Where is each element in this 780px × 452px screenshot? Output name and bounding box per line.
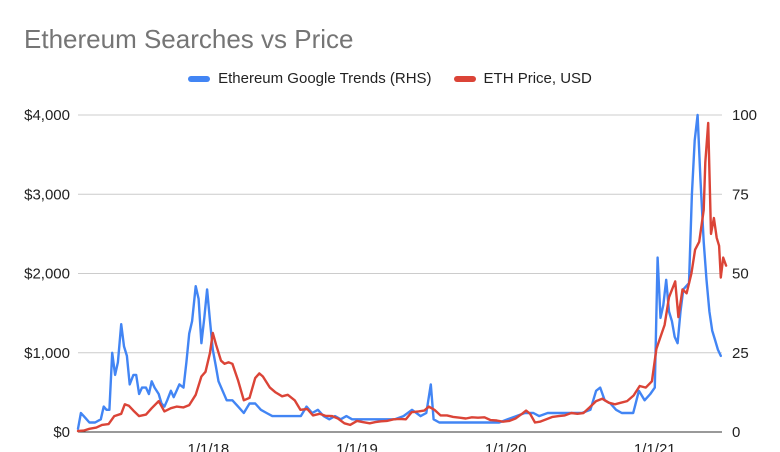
y-left-tick-label: $4,000: [24, 107, 70, 124]
y-right-tick-label: 50: [732, 266, 749, 283]
y-left-tick-label: $0: [53, 424, 70, 441]
y-right-tick-label: 75: [732, 186, 749, 203]
y-right-tick-label: 25: [732, 345, 749, 362]
series-line-price: [76, 121, 728, 433]
x-tick-label: 1/1/20: [485, 441, 527, 452]
y-right-tick-label: 100: [732, 107, 757, 124]
y-left-tick-label: $3,000: [24, 186, 70, 203]
legend-swatch-price: [453, 75, 476, 82]
y-left-tick-label: $1,000: [24, 345, 70, 362]
legend-swatch-trends: [188, 75, 211, 82]
y-right-tick-label: 0: [732, 424, 740, 441]
series-line-trends: [76, 113, 722, 430]
chart-legend: Ethereum Google Trends (RHS) ETH Price, …: [0, 70, 780, 87]
chart-title: Ethereum Searches vs Price: [24, 24, 354, 54]
x-tick-label: 1/1/18: [187, 441, 229, 452]
legend-label-trends: Ethereum Google Trends (RHS): [218, 70, 432, 87]
y-left-tick-label: $2,000: [24, 266, 70, 283]
legend-item-trends[interactable]: Ethereum Google Trends (RHS): [188, 70, 432, 87]
legend-item-price[interactable]: ETH Price, USD: [453, 70, 592, 87]
legend-label-price: ETH Price, USD: [483, 70, 592, 87]
x-tick-label: 1/1/21: [634, 441, 676, 452]
x-tick-label: 1/1/19: [336, 441, 378, 452]
